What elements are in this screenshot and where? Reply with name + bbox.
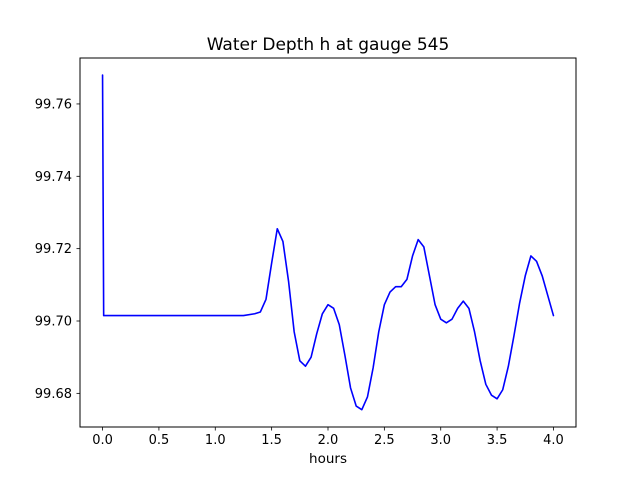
x-tick-label: 4.0	[543, 433, 564, 448]
x-axis-label: hours	[309, 451, 347, 467]
y-tick-label: 99.68	[35, 387, 72, 402]
x-tick-label: 3.0	[430, 433, 451, 448]
x-tick-label: 1.0	[205, 433, 226, 448]
y-tick-label: 99.74	[35, 170, 72, 185]
x-tick-label: 2.0	[318, 433, 339, 448]
x-tick-label: 0.0	[92, 433, 113, 448]
line-series	[101, 74, 555, 411]
chart-title: Water Depth h at gauge 545	[206, 35, 450, 55]
axes-background	[80, 58, 576, 427]
x-tick-label: 3.5	[487, 433, 508, 448]
x-tick-label: 0.5	[149, 433, 170, 448]
x-tick-label: 1.5	[261, 433, 282, 448]
y-tick-label: 99.70	[35, 315, 72, 330]
y-tick-label: 99.72	[35, 242, 72, 257]
axes-frame	[79, 57, 577, 428]
x-tick-label: 2.5	[374, 433, 395, 448]
y-tick-label: 99.76	[35, 97, 72, 112]
